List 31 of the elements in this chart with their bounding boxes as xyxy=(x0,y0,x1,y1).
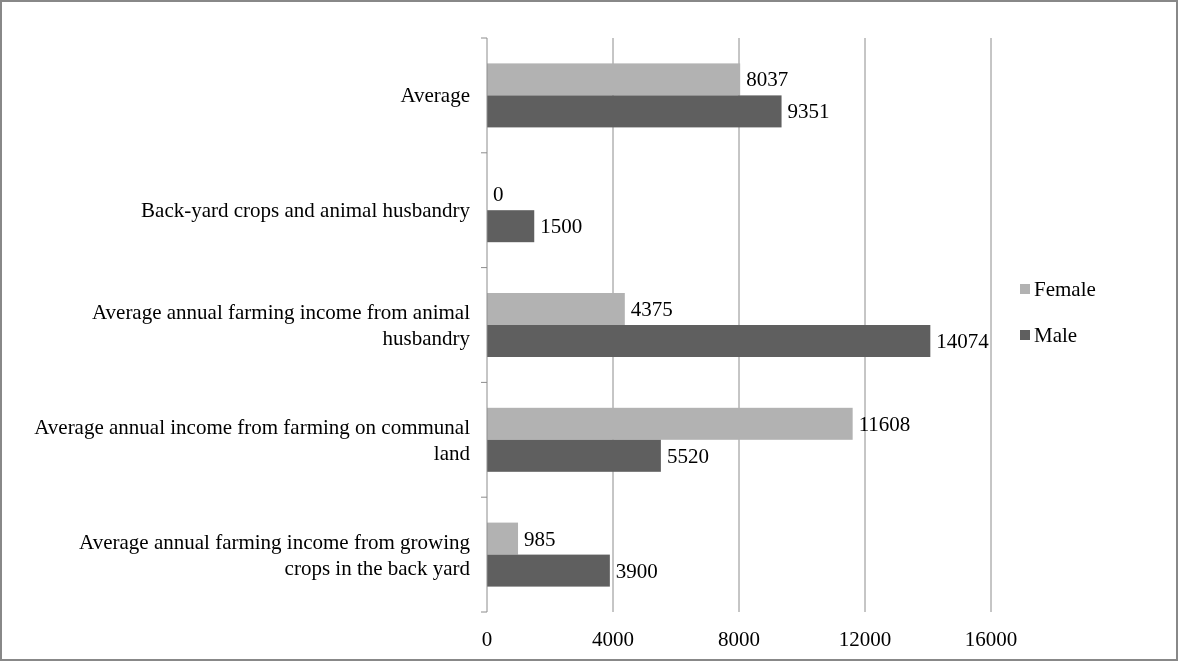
data-label: 985 xyxy=(524,526,556,551)
y-tick-label: Average xyxy=(400,83,470,108)
data-label: 9351 xyxy=(787,99,830,124)
x-tick-label: 12000 xyxy=(838,627,892,651)
y-tick-label: Average annual income from farming on communal land xyxy=(34,414,471,465)
data-label: 0 xyxy=(493,182,504,207)
y-tick-label: Back-yard crops and animal husbandry xyxy=(141,198,471,223)
x-tick-label: 0 xyxy=(481,627,493,651)
y-tick-label: Average annual farming income from growing crops in the back yard xyxy=(79,529,471,580)
y-tick-label: Average annual farming income from animal husbandry xyxy=(91,300,471,350)
bar xyxy=(487,407,853,440)
data-label: 3900 xyxy=(615,558,658,583)
data-label: 4375 xyxy=(630,297,673,321)
x-tick-label: 16000 xyxy=(964,627,1018,651)
data-label: 8037 xyxy=(746,67,789,92)
data-label: 11608 xyxy=(858,411,911,436)
x-tick-label: 4000 xyxy=(592,627,634,651)
bar xyxy=(487,554,610,587)
data-label: 1500 xyxy=(540,214,583,239)
bar xyxy=(487,95,782,128)
bar xyxy=(487,63,741,96)
legend-label: Female xyxy=(1034,277,1096,301)
bar xyxy=(487,522,519,555)
bar xyxy=(487,210,535,243)
legend-label: Male xyxy=(1034,323,1078,347)
data-label: 14074 xyxy=(936,329,990,353)
x-tick-label: 8000 xyxy=(718,627,760,651)
data-label: 5520 xyxy=(666,443,709,468)
bar xyxy=(487,293,625,325)
bar xyxy=(487,439,661,472)
bar xyxy=(487,325,931,357)
